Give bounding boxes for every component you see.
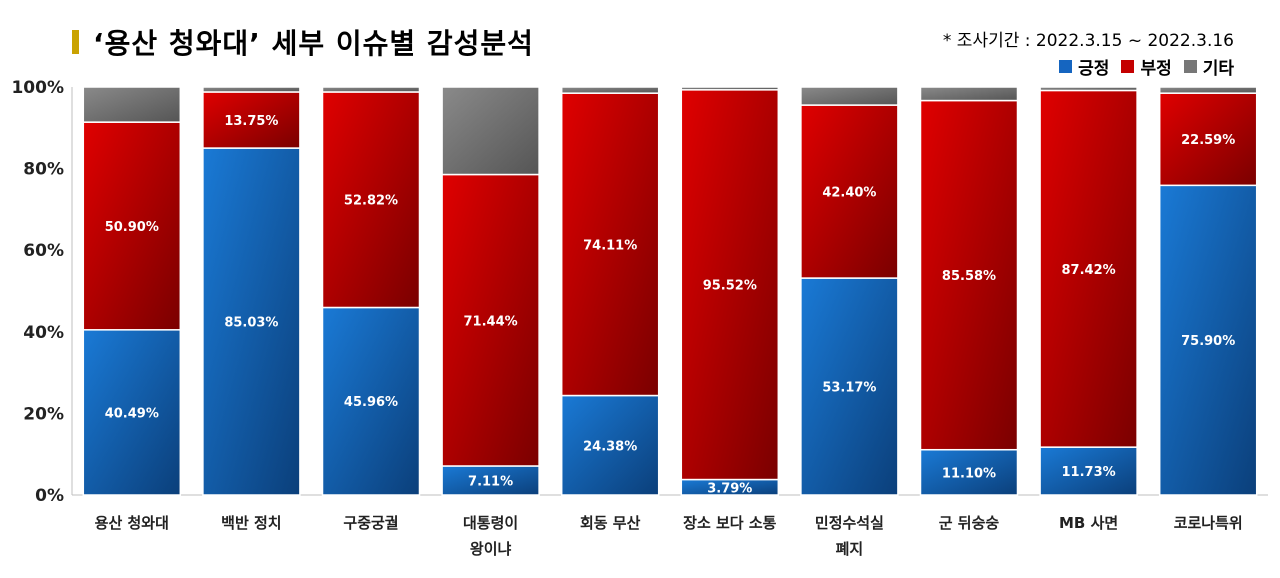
data-label-negative: 71.44%	[464, 314, 518, 329]
bar-segment-other	[321, 86, 421, 93]
data-label-negative: 50.90%	[105, 220, 159, 235]
survey-period: * 조사기간 : 2022.3.15 ~ 2022.3.16	[942, 31, 1234, 51]
bar-segment-other	[919, 86, 1019, 102]
x-category-label: MB 사면	[1059, 514, 1118, 532]
bar-segment-negative	[919, 99, 1019, 451]
data-label-negative: 42.40%	[822, 186, 876, 201]
x-category-label: 회동 무산	[580, 514, 641, 532]
legend-item-other: 기타	[1183, 54, 1234, 79]
bar-segment-negative	[1039, 89, 1138, 448]
data-label-negative: 95.52%	[703, 279, 757, 294]
legend-item-negative: 부정	[1121, 54, 1172, 79]
data-label-positive: 53.17%	[822, 381, 876, 396]
y-tick-label: 20%	[23, 404, 64, 424]
bar-segment-negative	[1158, 92, 1258, 187]
bar-segment-other	[800, 86, 899, 106]
legend-swatch-positive	[1059, 60, 1073, 73]
y-tick-label: 0%	[35, 486, 64, 506]
legend-label-other: 기타	[1202, 59, 1234, 79]
legend-label-positive: 긍정	[1078, 59, 1110, 79]
title-accent-bar	[72, 30, 79, 54]
x-category-label: 대통령이	[463, 514, 518, 532]
chart-title: ‘용산 청와대’ 세부 이슈별 감성분석	[93, 27, 534, 60]
y-tick-label: 60%	[23, 241, 64, 261]
bar-segment-positive	[1158, 184, 1258, 496]
bar-segment-other	[82, 86, 182, 123]
bar-segment-other	[1039, 86, 1138, 92]
bar-segment-negative	[321, 91, 421, 309]
data-label-positive: 11.10%	[942, 466, 996, 481]
bar-segment-positive	[560, 394, 660, 496]
data-label-negative: 22.59%	[1181, 133, 1235, 148]
x-category-label: 구중궁궐	[343, 514, 398, 532]
bar-segment-negative	[441, 173, 540, 467]
y-tick-label: 80%	[23, 160, 64, 180]
x-category-label: 코로나특위	[1174, 514, 1243, 532]
bar-segment-positive	[919, 448, 1019, 496]
bar-segment-positive	[1039, 446, 1138, 496]
legend-swatch-other	[1183, 60, 1197, 73]
legend-item-positive: 긍정	[1059, 54, 1109, 79]
x-category-label: 백반 정치	[221, 514, 281, 532]
data-label-negative: 13.75%	[224, 114, 278, 129]
bar-segment-negative	[202, 91, 301, 149]
legend-swatch-negative	[1121, 60, 1135, 73]
y-tick-label: 100%	[11, 78, 64, 98]
bar-segment-other	[680, 86, 780, 91]
bar-segment-other	[560, 86, 660, 94]
data-label-positive: 75.90%	[1181, 334, 1235, 349]
title-block: ‘용산 청와대’ 세부 이슈별 감성분석	[72, 22, 534, 62]
data-label-positive: 85.03%	[224, 316, 278, 331]
x-category-label: 왕이냐	[470, 540, 512, 558]
data-label-negative: 87.42%	[1062, 263, 1116, 278]
data-label-positive: 24.38%	[583, 439, 637, 454]
x-category-label: 군 뒤숭숭	[939, 514, 1000, 532]
x-category-label: 장소 보다 소통	[683, 514, 776, 532]
data-label-negative: 52.82%	[344, 194, 398, 209]
bar-segment-other	[202, 86, 301, 93]
x-category-label: 폐지	[836, 540, 864, 558]
legend-label-negative: 부정	[1140, 59, 1172, 79]
data-label-positive: 45.96%	[344, 395, 398, 410]
y-tick-label: 40%	[23, 323, 64, 343]
x-category-label: 민정수석실	[815, 514, 884, 532]
bar-segment-negative	[680, 89, 780, 481]
bar-segment-positive	[202, 147, 301, 496]
bar-segment-positive	[800, 277, 899, 496]
data-label-positive: 40.49%	[105, 406, 159, 421]
bar-segment-positive	[82, 329, 182, 496]
x-category-label: 용산 청와대	[95, 514, 169, 532]
bar-segment-positive	[321, 306, 421, 496]
data-label-positive: 3.79%	[707, 481, 752, 496]
bar-segment-negative	[800, 104, 899, 279]
bar-segment-other	[1158, 86, 1258, 94]
data-label-positive: 11.73%	[1062, 465, 1116, 480]
bar-segment-positive	[441, 465, 540, 496]
legend: 긍정 부정 기타	[1047, 54, 1234, 79]
data-label-negative: 74.11%	[583, 238, 637, 253]
data-label-positive: 7.11%	[468, 474, 513, 489]
bar-segment-other	[441, 86, 540, 176]
data-label-negative: 85.58%	[942, 269, 996, 284]
